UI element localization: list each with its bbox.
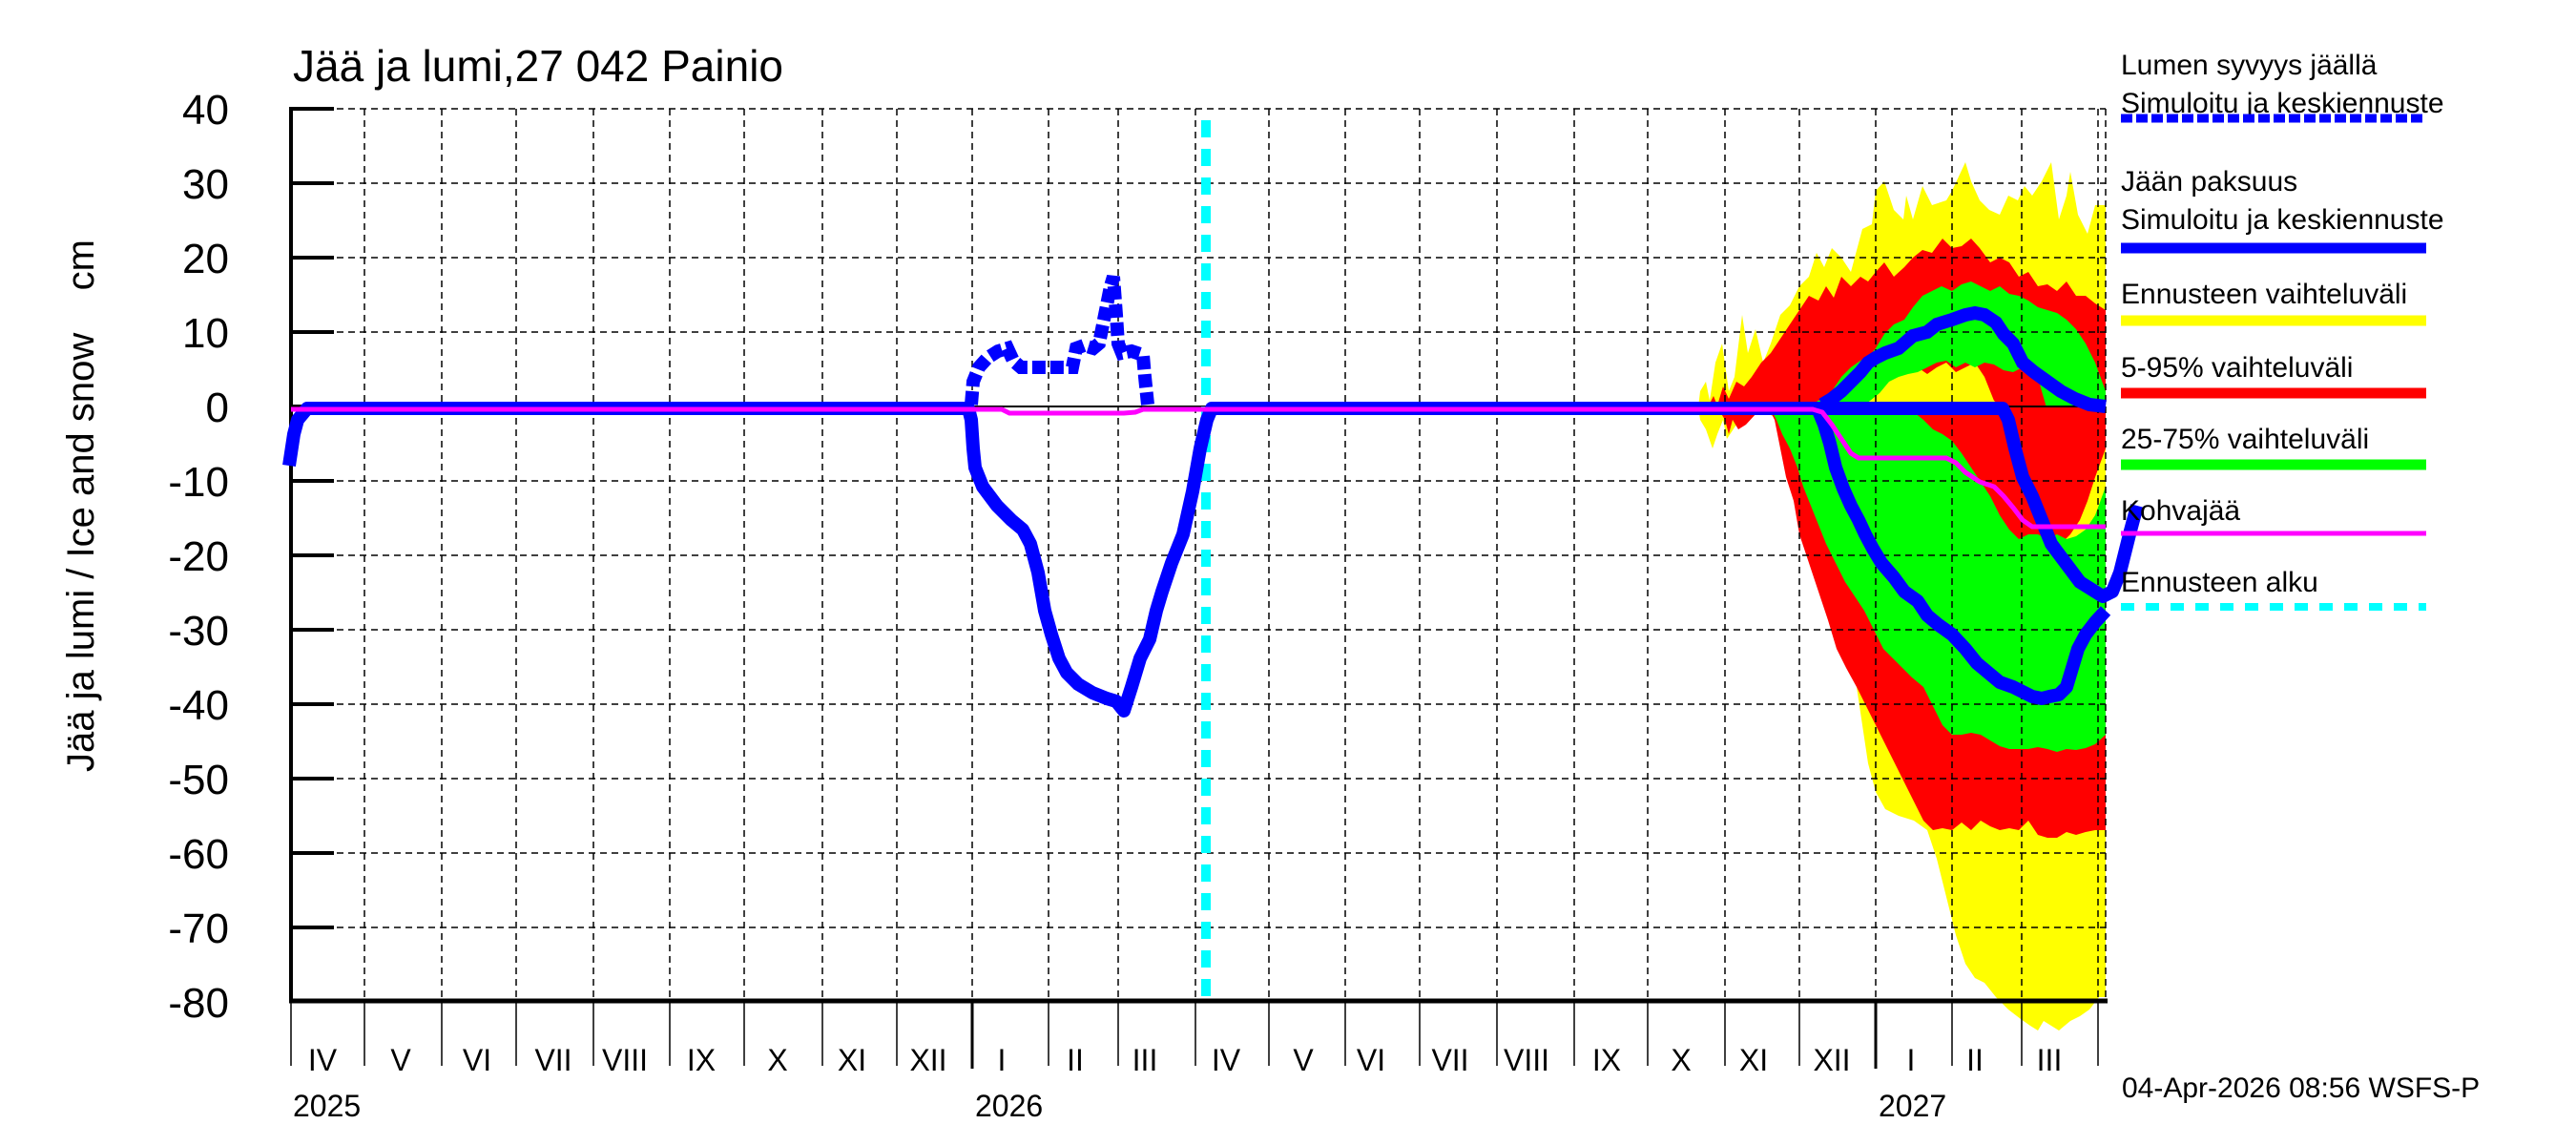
- legend-range-25-75-label: 25-75% vaihteluväli: [2121, 424, 2369, 455]
- legend-ice-label-2: Simuloitu ja keskiennuste: [2121, 204, 2444, 236]
- year-label: 2025: [293, 1089, 361, 1123]
- month-label: VII: [534, 1043, 571, 1077]
- y-tick: -20: [168, 533, 229, 580]
- month-label: XII: [909, 1043, 946, 1077]
- month-label: XI: [838, 1043, 866, 1077]
- legend-snow-label-1: Lumen syvyys jäällä: [2121, 50, 2378, 81]
- month-label: I: [998, 1043, 1007, 1077]
- x-month-labels: IV V VI VII VIII IX X XI XII I II III IV…: [308, 1043, 2062, 1077]
- year-label: 2027: [1879, 1089, 1946, 1123]
- y-tick: -60: [168, 831, 229, 878]
- month-label: V: [390, 1043, 411, 1077]
- legend-slush-label: Kohvajää: [2121, 495, 2240, 527]
- month-label: VI: [1357, 1043, 1385, 1077]
- y-tick: -50: [168, 757, 229, 803]
- legend-forecast-start-label: Ennusteen alku: [2121, 567, 2318, 598]
- month-label: IV: [308, 1043, 338, 1077]
- month-label: I: [1907, 1043, 1916, 1077]
- y-tick: 40: [182, 87, 229, 134]
- ice-thickness-forecast-line: [1212, 402, 2111, 705]
- snow-depth-line: [965, 274, 1154, 406]
- month-label: VIII: [602, 1043, 648, 1077]
- band-25-75: [1770, 281, 2106, 752]
- y-tick: 0: [206, 385, 229, 431]
- month-label: III: [1132, 1043, 1158, 1077]
- year-label: 2026: [975, 1089, 1043, 1123]
- ice-thickness-line: [282, 402, 2144, 718]
- y-tick: 20: [182, 236, 229, 282]
- month-label: X: [767, 1043, 787, 1077]
- y-tick: -80: [168, 980, 229, 1027]
- y-axis-label: Jää ja lumi / Ice and snow cm: [60, 239, 102, 772]
- y-tick: 30: [182, 161, 229, 208]
- footer-timestamp: 04-Apr-2026 08:56 WSFS-P: [2122, 1072, 2480, 1104]
- y-tick: 10: [182, 310, 229, 357]
- chart-title: Jää ja lumi,27 042 Painio: [293, 41, 783, 91]
- y-tick-labels: 40 30 20 10 0 -10 -20 -30 -40 -50 -60 -7…: [168, 87, 229, 1027]
- month-label: IV: [1212, 1043, 1241, 1077]
- month-label: X: [1671, 1043, 1691, 1077]
- month-label: IX: [687, 1043, 716, 1077]
- month-label: V: [1293, 1043, 1314, 1077]
- legend-ice-label-1: Jään paksuus: [2121, 166, 2297, 198]
- month-label: XI: [1739, 1043, 1768, 1077]
- x-year-labels: 2025 2026 2027: [293, 1089, 1946, 1123]
- month-label: VI: [463, 1043, 491, 1077]
- y-tick: -70: [168, 906, 229, 952]
- y-tick: -10: [168, 459, 229, 506]
- month-label: XII: [1813, 1043, 1850, 1077]
- legend: Lumen syvyys jäällä Simuloitu ja keskien…: [2121, 50, 2444, 611]
- month-label: III: [2037, 1043, 2063, 1077]
- month-label: II: [1067, 1043, 1084, 1077]
- snow-depth-forecast-line: [1818, 305, 2107, 413]
- month-label: VII: [1431, 1043, 1468, 1077]
- month-label: IX: [1592, 1043, 1621, 1077]
- legend-range-all-label: Ennusteen vaihteluväli: [2121, 279, 2407, 310]
- y-tick: -30: [168, 608, 229, 655]
- y-tick: -40: [168, 682, 229, 729]
- slush-ice-line: [291, 406, 2106, 530]
- legend-range-5-95-label: 5-95% vaihteluväli: [2121, 352, 2353, 384]
- month-label: II: [1966, 1043, 1984, 1077]
- month-label: VIII: [1504, 1043, 1549, 1077]
